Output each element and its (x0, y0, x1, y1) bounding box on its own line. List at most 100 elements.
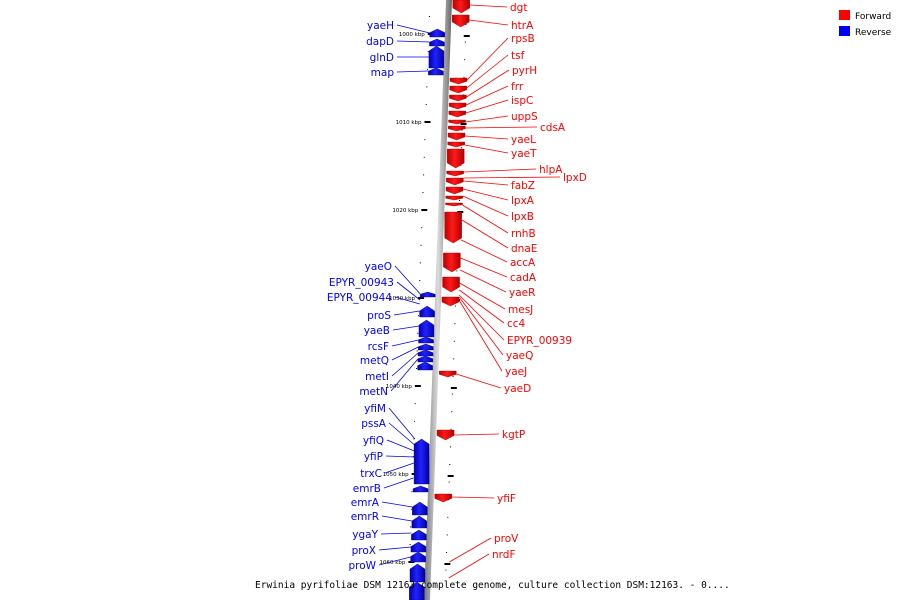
gene-label-pssa[interactable]: pssA (361, 418, 387, 430)
gene-label-metn[interactable]: metN (359, 386, 388, 398)
leader-line-rpsb (466, 37, 509, 81)
tick-label: 1040 kbp (386, 384, 412, 390)
gene-label-glnd[interactable]: glnD (370, 52, 394, 64)
gene-label-rnhb[interactable]: rnhB (511, 228, 536, 240)
gene-label-dapd[interactable]: dapD (366, 36, 394, 48)
tick-label: 1010 kbp (396, 120, 422, 126)
gene-label-ispc[interactable]: ispC (511, 95, 533, 107)
gene-label-yael[interactable]: yaeL (511, 134, 536, 146)
gene-label-pros[interactable]: proS (367, 310, 391, 322)
reverse-gene-block (418, 336, 434, 344)
forward-gene-block (448, 102, 467, 110)
gene-label-yaeh[interactable]: yaeH (367, 20, 394, 32)
minor-dot-right (449, 464, 451, 465)
gene-label-ygay[interactable]: ygaY (352, 529, 378, 541)
gene-label-rpsb[interactable]: rpsB (511, 33, 535, 45)
forward-gene-block (434, 493, 452, 503)
gene-label-pyrh[interactable]: pyrH (512, 65, 537, 77)
leader-line-yfiq (386, 439, 415, 452)
minor-dot-right (455, 305, 457, 307)
tick-mark-left (421, 209, 428, 211)
minor-dot-right (453, 358, 455, 360)
minor-dot-left (420, 244, 422, 246)
leader-line-dapd (396, 40, 430, 43)
gene-label-prow[interactable]: proW (348, 560, 376, 572)
reverse-gene-block (412, 501, 428, 516)
minor-dot-right (458, 200, 460, 201)
gene-label-nrdf[interactable]: nrdF (492, 549, 516, 561)
gene-label-rcsf[interactable]: rcsF (368, 341, 389, 353)
gene-label-prov[interactable]: proV (494, 533, 519, 545)
reverse-gene-block (428, 45, 445, 69)
leader-line-pros (393, 310, 420, 316)
gene-label-fabz[interactable]: fabZ (511, 180, 535, 192)
tick-label: 1060 kbp (379, 560, 405, 566)
gene-label-yfip[interactable]: yfiP (364, 451, 383, 463)
legend-item-forward: Forward (839, 10, 891, 22)
gene-label-yfiq[interactable]: yfiQ (363, 435, 384, 447)
gene-label-yaeo[interactable]: yaeO (365, 261, 392, 273)
gene-label-yaet[interactable]: yaeT (511, 148, 537, 160)
gene-label-emrr[interactable]: emrR (351, 511, 379, 523)
minor-dot-left (410, 508, 412, 510)
minor-dot-left (428, 16, 430, 17)
reverse-gene-block (419, 305, 435, 318)
gene-label-upps[interactable]: uppS (511, 111, 538, 123)
leader-line-map (396, 70, 429, 73)
minor-dot-left (417, 315, 419, 317)
tick-label: 1020 kbp (392, 208, 418, 214)
gene-label-acca[interactable]: accA (510, 257, 536, 269)
leader-line-dgt (469, 4, 508, 8)
gene-label-yfif[interactable]: yfiF (497, 493, 516, 505)
gene-label-dgt[interactable]: dgt (510, 2, 527, 14)
forward-gene-block (436, 429, 455, 441)
leader-line-pyrh (466, 69, 510, 98)
forward-gene-block (447, 132, 466, 141)
gene-label-metq[interactable]: metQ (360, 355, 389, 367)
forward-gene-block (439, 370, 457, 378)
minor-dot-right (447, 516, 449, 518)
leader-line-yael (464, 135, 509, 140)
gene-label-kgtp[interactable]: kgtP (502, 429, 525, 441)
gene-label-cc4[interactable]: cc4 (507, 318, 526, 330)
gene-label-epyr-00944[interactable]: EPYR_00944 (327, 292, 392, 304)
gene-label-lpxa[interactable]: lpxA (511, 195, 535, 207)
gene-label-epyr-00939[interactable]: EPYR_00939 (507, 335, 572, 347)
gene-label-emra[interactable]: emrA (351, 497, 380, 509)
gene-label-tsf[interactable]: tsf (511, 50, 525, 62)
gene-label-yaeb[interactable]: yaeB (364, 325, 390, 337)
minor-dot-right (446, 552, 448, 553)
gene-label-yaed[interactable]: yaeD (504, 383, 531, 395)
gene-label-map[interactable]: map (371, 67, 395, 79)
gene-label-hlpa[interactable]: hlpA (539, 164, 563, 176)
minor-dot-left (413, 438, 415, 440)
reverse-gene-block (411, 515, 428, 529)
gene-label-htra[interactable]: htrA (511, 20, 534, 32)
reverse-gene-block (428, 67, 444, 76)
gene-label-lpxd[interactable]: lpxD (563, 172, 587, 184)
gene-label-dnae[interactable]: dnaE (511, 243, 537, 255)
gene-label-cada[interactable]: cadA (510, 272, 537, 284)
gene-label-mesj[interactable]: mesJ (508, 304, 533, 316)
gene-label-yfim[interactable]: yfiM (364, 403, 386, 415)
minor-dot-right (460, 147, 462, 149)
forward-gene-block (449, 77, 468, 85)
gene-label-yaeq[interactable]: yaeQ (506, 350, 533, 362)
leader-line-yaeo (394, 265, 421, 295)
reverse-gene-block (420, 291, 436, 298)
gene-label-emrb[interactable]: emrB (353, 483, 381, 495)
gene-label-cdsa[interactable]: cdsA (540, 122, 566, 134)
gene-label-epyr-00943[interactable]: EPYR_00943 (329, 277, 394, 289)
gene-label-prox[interactable]: proX (352, 545, 376, 557)
gene-label-yaer[interactable]: yaeR (509, 287, 535, 299)
leader-line-prow (378, 556, 411, 566)
gene-label-trxc[interactable]: trxC (360, 468, 382, 480)
gene-label-lpxb[interactable]: lpxB (511, 211, 534, 223)
gene-label-meti[interactable]: metI (365, 371, 389, 383)
gene-label-frr[interactable]: frr (511, 81, 524, 93)
minor-dot-right (463, 76, 465, 78)
forward-gene-block (448, 125, 466, 132)
gene-label-yaej[interactable]: yaeJ (505, 366, 527, 378)
leader-line-epyr-00939 (458, 294, 505, 341)
reverse-gene-block (410, 541, 427, 553)
